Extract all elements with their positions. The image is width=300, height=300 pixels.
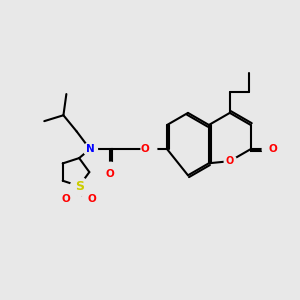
Text: S: S	[75, 180, 84, 193]
Text: O: O	[226, 156, 234, 166]
Text: O: O	[88, 194, 97, 204]
Text: O: O	[62, 194, 70, 204]
Text: O: O	[269, 144, 278, 154]
Text: O: O	[141, 144, 150, 154]
Text: N: N	[85, 144, 94, 154]
Text: O: O	[106, 169, 114, 178]
